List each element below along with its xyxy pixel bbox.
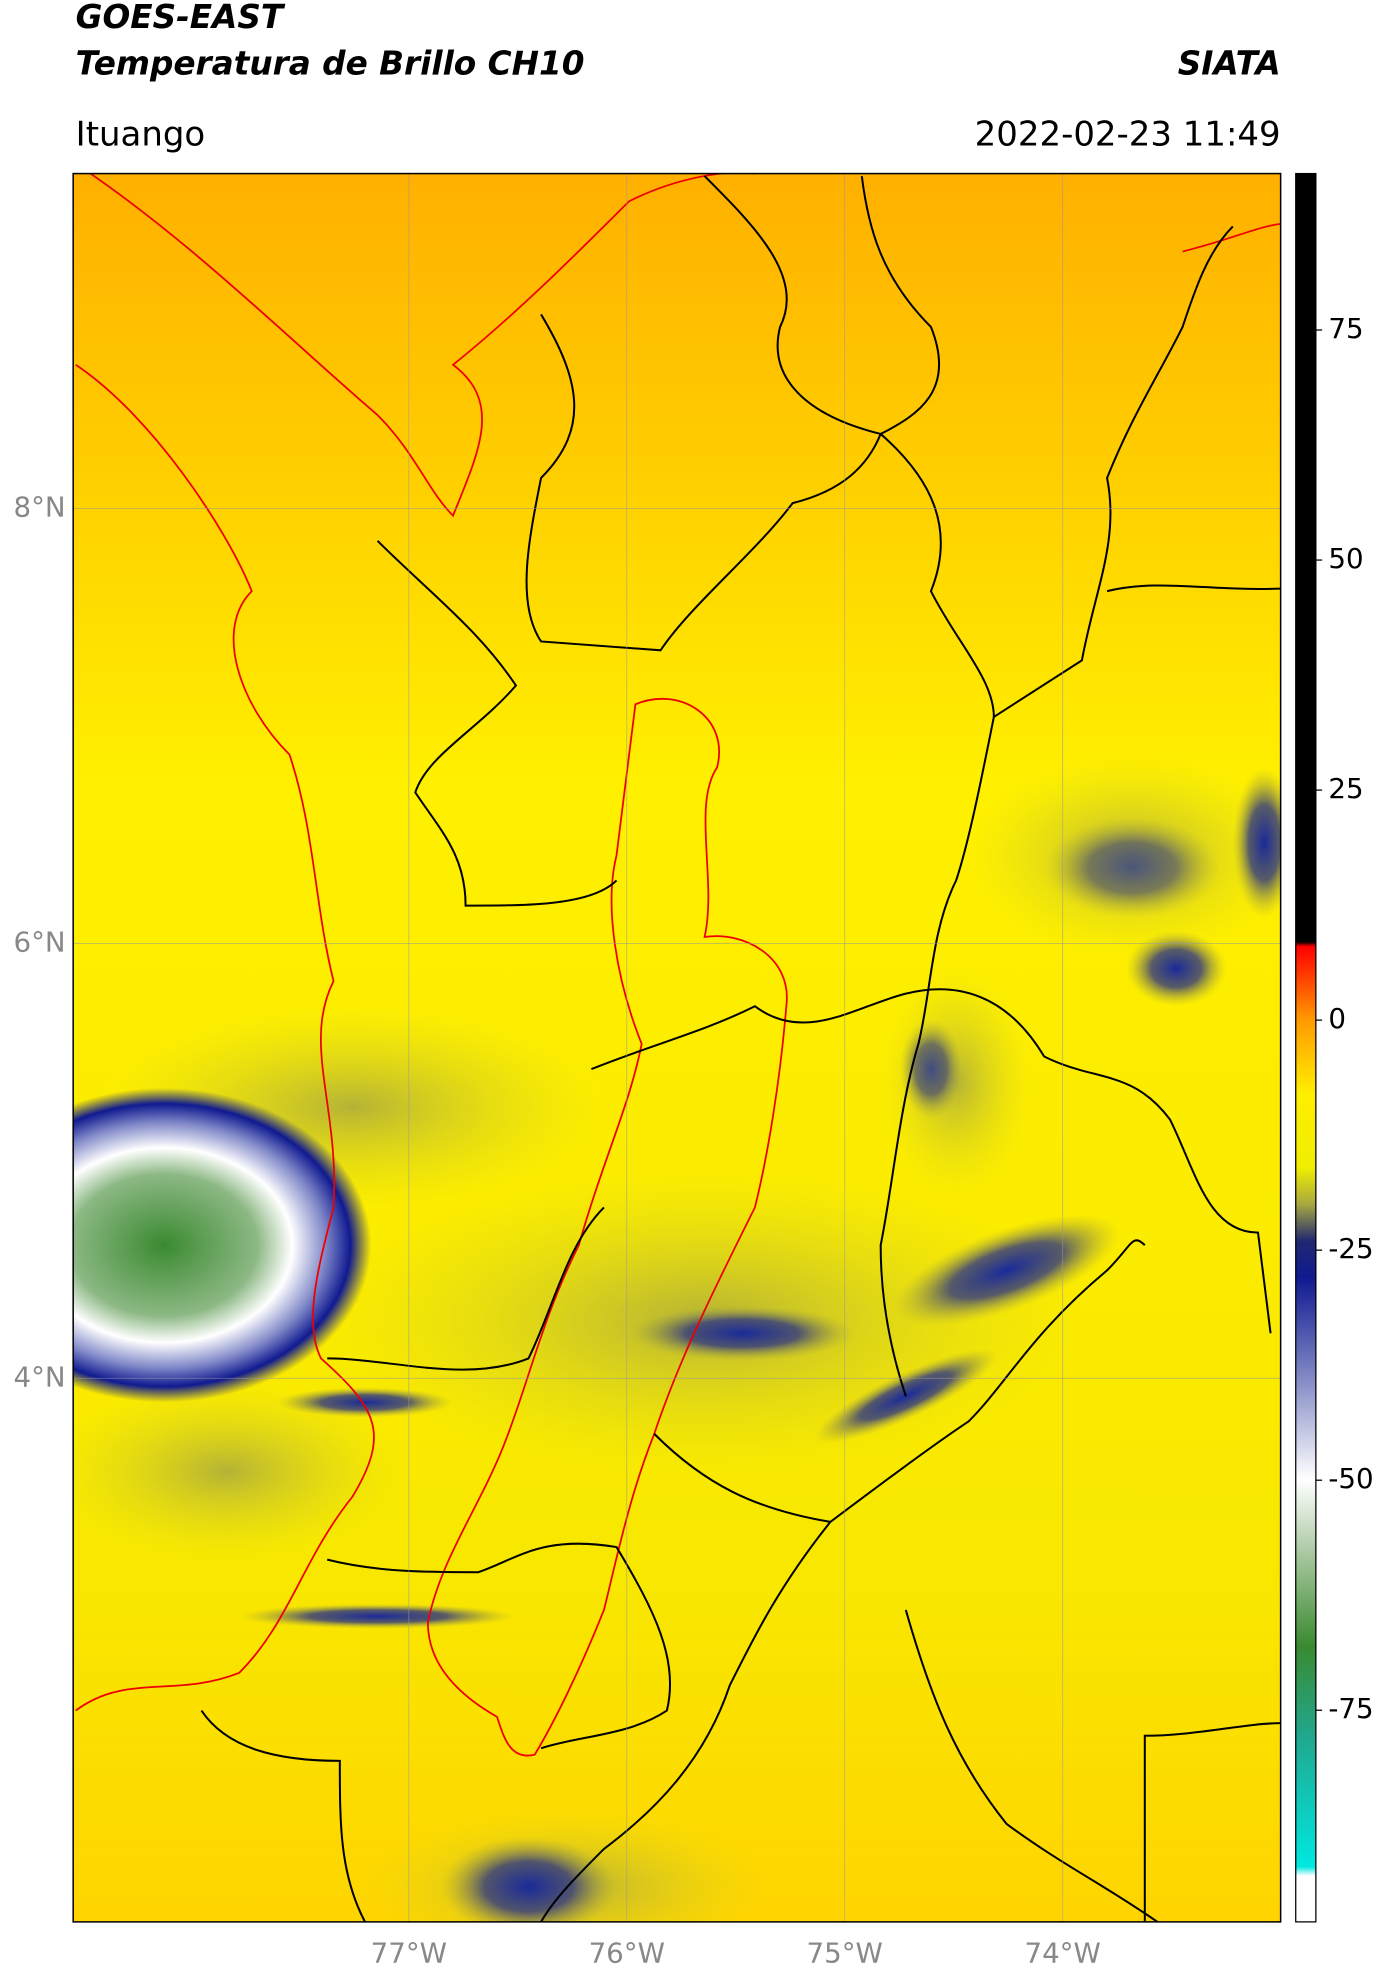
colorbar-tick-label: -50 [1328,1462,1373,1495]
y-tick-label: 8°N [14,490,66,523]
colorbar-ramp [1295,172,1317,1923]
cloud [276,1387,454,1418]
border [327,1542,672,1750]
map-image [73,173,1281,1922]
datetime: 2022-02-23 11:49 [975,114,1281,154]
colorbar-tick-label: -75 [1328,1692,1373,1725]
colorbar-tick-label: 50 [1328,542,1363,575]
border [591,988,1272,1334]
y-tick-label: 4°N [14,1360,66,1393]
x-tick-label: 76°W [589,1937,665,1970]
border [376,540,618,907]
cloud [1232,767,1281,919]
map-frame [72,172,1282,1923]
cloud [440,1836,617,1922]
basin-outline [426,698,788,1757]
border [525,313,882,652]
colorbar: 75 50 25 0 -25 -50 -75 [1295,172,1374,1923]
x-tick-label: 75°W [807,1937,883,1970]
location: Ituango [76,114,206,154]
border [1106,584,1281,593]
x-tick-label: 74°W [1024,1937,1100,1970]
cloud [899,1018,963,1120]
border [653,1239,1146,1523]
border [540,1521,832,1922]
border [879,716,995,1397]
cloud [239,1603,516,1629]
x-tick-label: 77°W [371,1937,447,1970]
cloud [629,1305,856,1361]
coastline [88,173,755,518]
cloud [73,1383,403,1560]
subtitle: Temperatura de Brillo CH10 [76,44,585,82]
cloud [1125,930,1227,1007]
source: SIATA [1178,44,1281,82]
colorbar-tick-label: 25 [1328,772,1363,805]
colorbar-tick-label: 0 [1328,1002,1346,1035]
border [327,1206,605,1371]
title: GOES-EAST [76,0,286,36]
border [904,1609,1158,1922]
border [880,225,1234,719]
colorbar-tick-label: -25 [1328,1232,1373,1265]
border [703,175,941,435]
coastline [75,364,375,1712]
grid [73,173,1281,1922]
border [200,1710,366,1922]
cloud [1044,817,1221,919]
coastline [1182,223,1281,253]
border [1143,1722,1281,1922]
cold-core [73,1088,372,1403]
colorbar-tick-label: 75 [1328,312,1363,345]
y-tick-label: 6°N [14,925,66,958]
